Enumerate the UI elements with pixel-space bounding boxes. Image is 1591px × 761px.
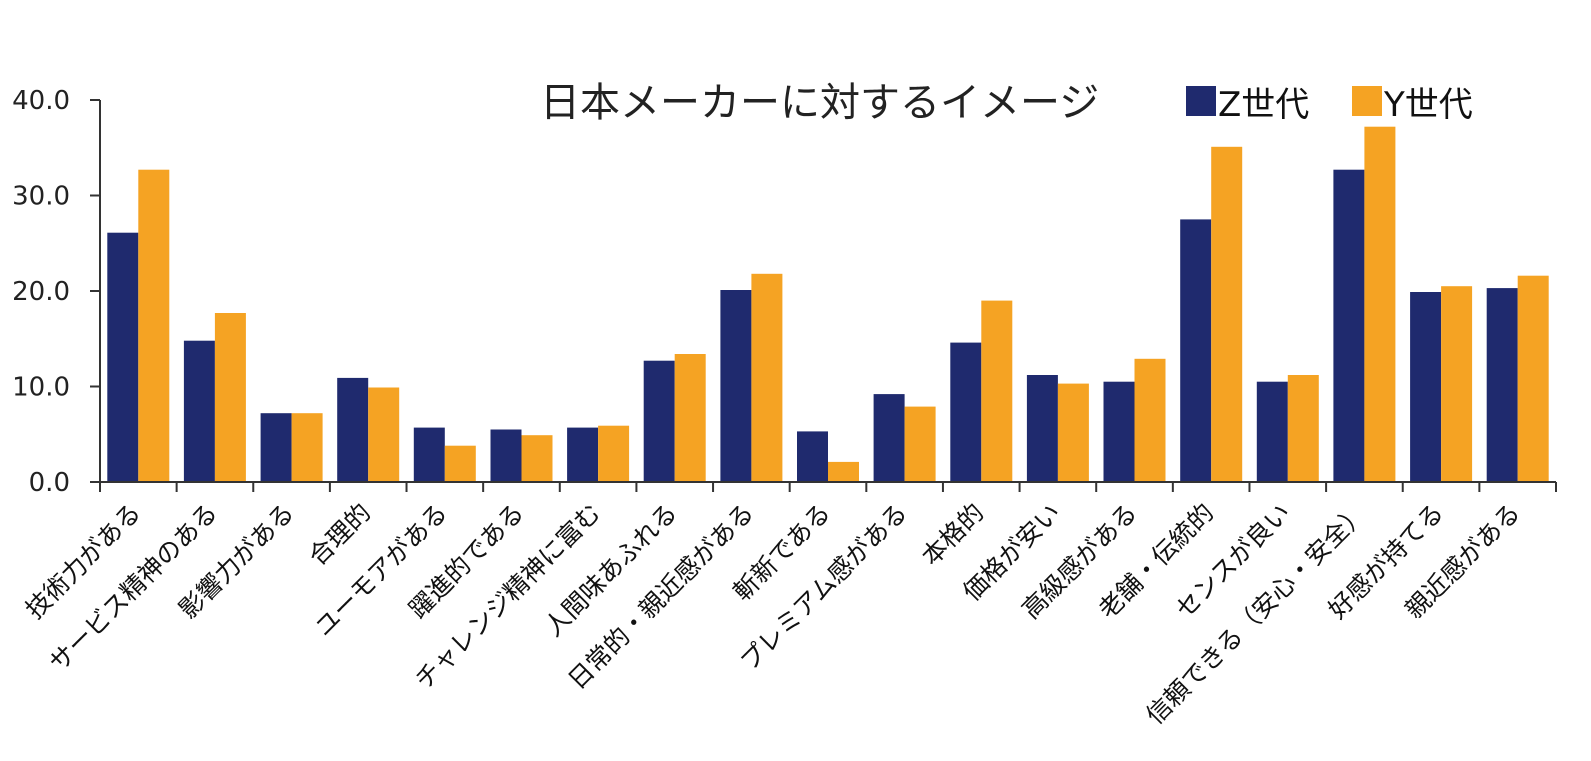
- legend-label-y: Y世代: [1383, 85, 1473, 125]
- bar-y-7: [674, 354, 706, 482]
- bar-z-6: [567, 427, 599, 482]
- bar-z-3: [337, 377, 369, 482]
- bar-z-2: [260, 413, 292, 482]
- bar-y-18: [1517, 275, 1549, 482]
- bar-y-16: [1364, 126, 1396, 482]
- bar-y-8: [751, 273, 783, 482]
- bar-z-10: [873, 394, 905, 482]
- y-tick-label: 40.0: [12, 86, 70, 116]
- bar-z-16: [1333, 169, 1365, 482]
- bar-y-4: [444, 445, 476, 482]
- chart-title: 日本メーカーに対するイメージ: [540, 80, 1099, 126]
- bar-z-7: [643, 360, 675, 482]
- bar-y-9: [828, 461, 859, 482]
- y-tick-label: 0.0: [29, 468, 70, 498]
- bar-y-3: [368, 387, 400, 482]
- bar-z-8: [720, 290, 752, 482]
- bar-z-14: [1180, 219, 1212, 482]
- bar-z-15: [1256, 381, 1288, 482]
- bars: [107, 126, 1549, 483]
- legend-swatch-y: [1352, 86, 1382, 116]
- bar-y-6: [598, 425, 630, 482]
- bar-y-2: [291, 413, 323, 482]
- y-axis: 0.0 10.0 20.0 30.0 40.0: [12, 86, 101, 498]
- bar-y-10: [904, 406, 936, 482]
- legend-swatch-z: [1186, 86, 1216, 116]
- bar-z-1: [183, 340, 215, 482]
- bar-z-17: [1410, 292, 1442, 482]
- bar-z-5: [490, 429, 522, 482]
- bar-y-5: [521, 435, 553, 482]
- bar-y-14: [1211, 146, 1243, 483]
- bar-y-11: [981, 300, 1013, 482]
- x-category-label: 合理的: [303, 498, 377, 572]
- x-category-label: 本格的: [916, 498, 990, 572]
- legend-label-z: Z世代: [1218, 85, 1309, 125]
- x-category-label: 人間味あふれる: [539, 498, 683, 642]
- bar-z-9: [797, 431, 828, 482]
- bar-z-12: [1026, 375, 1058, 482]
- legend: Z世代 Y世代: [1186, 85, 1473, 125]
- bar-y-17: [1441, 286, 1473, 482]
- bar-z-11: [950, 342, 982, 482]
- bar-y-1: [214, 313, 246, 482]
- bar-y-15: [1287, 375, 1319, 482]
- bar-z-13: [1103, 381, 1135, 482]
- y-tick-label: 20.0: [12, 277, 70, 307]
- y-tick-label: 10.0: [12, 373, 70, 403]
- bar-z-4: [413, 427, 445, 482]
- bar-z-18: [1486, 288, 1518, 482]
- bar-z-0: [107, 232, 139, 482]
- y-tick-label: 30.0: [12, 182, 70, 212]
- bar-y-12: [1057, 383, 1089, 482]
- x-category-label: ユーモアがある: [309, 498, 453, 642]
- bar-y-0: [138, 169, 170, 482]
- bar-y-13: [1134, 358, 1166, 482]
- x-axis: [99, 481, 1557, 492]
